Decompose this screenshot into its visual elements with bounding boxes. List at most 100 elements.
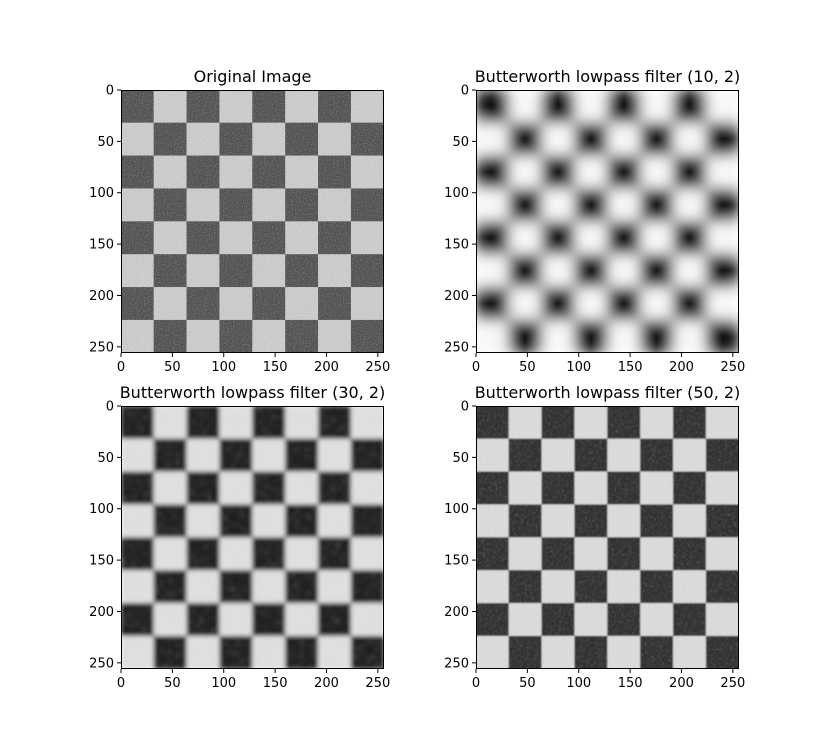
pixel-block xyxy=(186,221,220,255)
pixel-block xyxy=(252,537,286,571)
pixel-block xyxy=(219,122,253,156)
pixel-block xyxy=(350,287,384,321)
pixel-block xyxy=(673,635,707,669)
pixel-block xyxy=(673,221,707,255)
pixel-block xyxy=(607,319,641,353)
pixel-block xyxy=(508,90,542,124)
pixel-block xyxy=(153,155,187,189)
pixel-block xyxy=(285,537,319,571)
pixel-block xyxy=(186,287,220,321)
pixel-block xyxy=(153,537,187,571)
pixel-block xyxy=(476,570,510,604)
y-tick-label: 0 xyxy=(461,84,469,99)
pixel-block xyxy=(640,635,674,669)
pixel-block xyxy=(350,319,384,353)
pixel-block xyxy=(476,287,510,321)
x-tick-label: 250 xyxy=(365,676,390,691)
pixel-block xyxy=(705,635,739,669)
pixel-block xyxy=(607,90,641,124)
pixel-block xyxy=(673,90,707,124)
pixel-block xyxy=(285,90,319,124)
pixel-block xyxy=(186,155,220,189)
pixel-block xyxy=(640,221,674,255)
pixel-block xyxy=(153,90,187,124)
pixel-block xyxy=(508,504,542,538)
pixel-block xyxy=(705,90,739,124)
pixel-block xyxy=(705,471,739,505)
pixel-block xyxy=(476,122,510,156)
pixel-block xyxy=(574,406,608,440)
pixel-block xyxy=(318,254,352,288)
pixel-block xyxy=(640,438,674,472)
pixel-block xyxy=(541,504,575,538)
pixel-block xyxy=(705,287,739,321)
pixel-block xyxy=(541,438,575,472)
x-tick-label: 150 xyxy=(618,676,643,691)
pixel-block xyxy=(219,90,253,124)
pixel-block xyxy=(252,122,286,156)
pixel-block xyxy=(318,155,352,189)
pixel-block xyxy=(705,537,739,571)
pixel-block xyxy=(705,504,739,538)
pixel-block xyxy=(640,188,674,222)
pixel-block xyxy=(541,570,575,604)
pixel-block xyxy=(640,122,674,156)
x-tick-label: 0 xyxy=(117,676,125,691)
pixel-block xyxy=(541,287,575,321)
pixel-block xyxy=(673,603,707,637)
pixel-block xyxy=(285,155,319,189)
x-tick-label: 150 xyxy=(618,360,643,375)
pixel-block xyxy=(186,319,220,353)
axes-frame xyxy=(121,90,384,353)
pixel-block xyxy=(153,570,187,604)
pixel-block xyxy=(121,319,155,353)
subplot-4: Butterworth lowpass filter (50, 2) 0 50 100… xyxy=(444,383,745,691)
pixel-block xyxy=(121,471,155,505)
pixel-block xyxy=(252,155,286,189)
pixel-block xyxy=(350,188,384,222)
subplot-3: Butterworth lowpass filter (30, 2) 0 50 100… xyxy=(89,383,390,691)
axes-frame xyxy=(121,406,384,669)
pixel-block xyxy=(252,471,286,505)
pixel-block xyxy=(574,438,608,472)
pixel-block xyxy=(153,438,187,472)
pixel-block xyxy=(350,406,384,440)
y-tick-label: 250 xyxy=(89,656,114,671)
pixel-block xyxy=(285,570,319,604)
pixel-block xyxy=(350,122,384,156)
pixel-block xyxy=(219,570,253,604)
subplot-2: Butterworth lowpass filter (10, 2) 0 50 100… xyxy=(444,67,745,375)
pixel-block xyxy=(186,254,220,288)
pixel-block xyxy=(508,537,542,571)
pixel-block xyxy=(640,406,674,440)
pixel-block xyxy=(252,635,286,669)
pixel-block xyxy=(574,122,608,156)
x-tick-label: 250 xyxy=(720,360,745,375)
pixel-block xyxy=(121,603,155,637)
pixel-block xyxy=(219,537,253,571)
pixel-block xyxy=(252,254,286,288)
pixel-block xyxy=(252,319,286,353)
pixel-block xyxy=(318,471,352,505)
pixel-block xyxy=(186,406,220,440)
pixel-block xyxy=(121,635,155,669)
pixel-block xyxy=(705,438,739,472)
pixel-block xyxy=(318,603,352,637)
pixel-block xyxy=(508,188,542,222)
pixel-block xyxy=(153,471,187,505)
pixel-block xyxy=(285,122,319,156)
pixel-block xyxy=(121,122,155,156)
pixel-block xyxy=(541,406,575,440)
x-tick-label: 250 xyxy=(365,360,390,375)
pixel-block xyxy=(252,188,286,222)
pixel-block xyxy=(508,438,542,472)
x-tick-label: 0 xyxy=(117,360,125,375)
pixel-block xyxy=(318,319,352,353)
pixel-block xyxy=(607,537,641,571)
pixel-block xyxy=(350,254,384,288)
x-tick-label: 50 xyxy=(164,676,181,691)
pixel-block xyxy=(640,90,674,124)
pixel-block xyxy=(153,319,187,353)
y-tick-label: 50 xyxy=(97,451,114,466)
